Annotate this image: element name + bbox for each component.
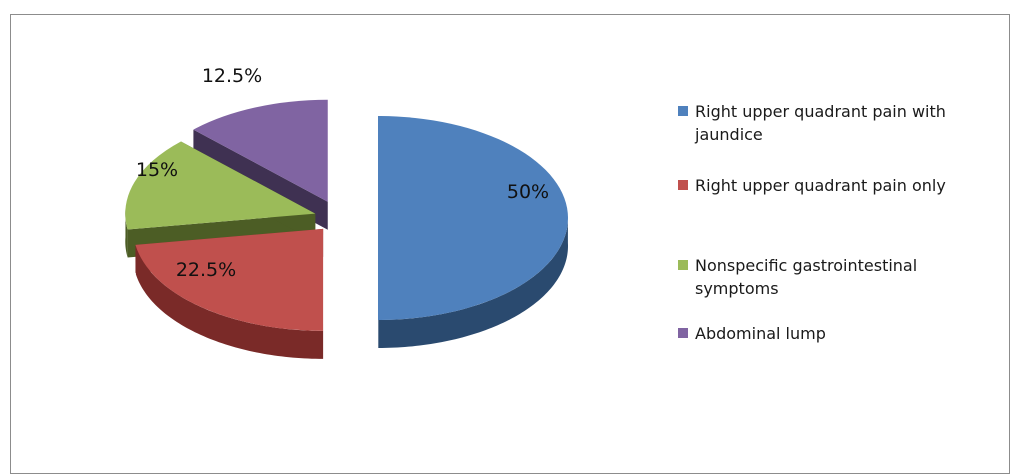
legend: Right upper quadrant pain with jaundice …	[678, 100, 1008, 345]
slice-top	[135, 228, 324, 331]
data-label-rup-jaundice: 50%	[507, 181, 549, 203]
slice-top	[193, 99, 328, 202]
legend-item-abdominal-lump: Abdominal lump	[678, 322, 1008, 345]
legend-label: Nonspecific gastrointestinal symptoms	[695, 256, 918, 298]
slice-rup-only	[135, 228, 324, 359]
data-label-nonspecific: 15%	[136, 159, 178, 181]
slice-top	[125, 141, 316, 230]
legend-swatch-red	[678, 180, 688, 190]
slice-rup-jaundice	[378, 116, 568, 348]
slice-rim	[125, 209, 128, 258]
legend-label: Abdominal lump	[695, 324, 826, 343]
slice-top	[378, 116, 568, 320]
legend-swatch-green	[678, 260, 688, 270]
slice-rim	[378, 214, 568, 348]
legend-label: Right upper quadrant pain only	[695, 176, 946, 195]
data-label-rup-only: 22.5%	[176, 259, 236, 281]
legend-item-rup-only: Right upper quadrant pain only	[678, 174, 1008, 248]
legend-swatch-blue	[678, 106, 688, 116]
pie-chart: 50% 22.5% 15% 12.5%	[125, 65, 568, 359]
data-label-abdominal-lump: 12.5%	[202, 65, 262, 87]
legend-item-rup-jaundice: Right upper quadrant pain with jaundice	[678, 100, 1008, 152]
slice-nonspecific	[125, 141, 316, 258]
slice-rim	[135, 246, 324, 359]
legend-item-nonspecific: Nonspecific gastrointestinal symptoms	[678, 254, 995, 306]
legend-swatch-purple	[678, 328, 688, 338]
legend-label: Right upper quadrant pain with jaundice	[695, 102, 946, 144]
